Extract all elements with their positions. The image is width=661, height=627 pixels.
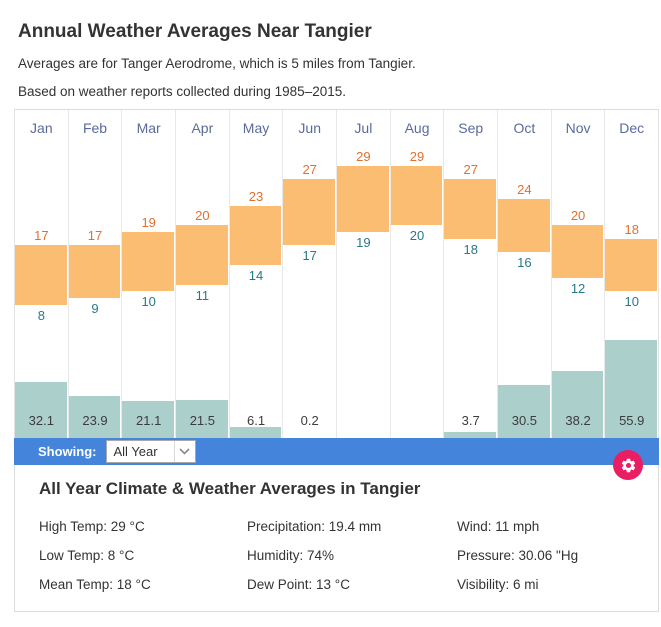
stat-mean-temp: Mean Temp: 18 °C: [39, 570, 247, 599]
chart-column-mar: Mar 19 10 21.1: [122, 110, 176, 438]
showing-label: Showing:: [38, 444, 97, 459]
page-title: Annual Weather Averages Near Tangier: [18, 21, 647, 43]
high-temp-value: 19: [122, 215, 175, 230]
chart-column-jun: Jun 27 17 0.2: [283, 110, 337, 438]
chart-column-jan: Jan 17 8 32.1: [15, 110, 69, 438]
precipitation-value: 6.1: [230, 413, 283, 428]
temp-range-bar: [230, 206, 282, 265]
stat-visibility: Visibility: 6 mi: [457, 570, 648, 599]
high-temp-value: 27: [444, 162, 497, 177]
low-temp-value: 11: [176, 288, 229, 303]
precipitation-value: 30.5: [498, 413, 551, 428]
precipitation-value: 32.1: [15, 413, 68, 428]
chart-column-jul: Jul 29 19: [337, 110, 391, 438]
month-label: Jul: [337, 110, 390, 136]
temp-range-bar: [552, 225, 604, 278]
precipitation-value: 55.9: [605, 413, 658, 428]
precipitation-value: 21.5: [176, 413, 229, 428]
temp-range-bar: [176, 225, 228, 284]
temp-range-bar: [69, 245, 121, 298]
low-temp-value: 17: [283, 248, 336, 263]
stat-wind: Wind: 11 mph: [457, 512, 648, 541]
precipitation-value: 21.1: [122, 413, 175, 428]
month-label: May: [230, 110, 283, 136]
gear-icon: [620, 457, 637, 474]
low-temp-value: 14: [230, 268, 283, 283]
low-temp-value: 10: [605, 294, 658, 309]
month-label: Oct: [498, 110, 551, 136]
month-label: Apr: [176, 110, 229, 136]
high-temp-value: 24: [498, 182, 551, 197]
temp-range-bar: [15, 245, 67, 304]
precipitation-value: 3.7: [444, 413, 497, 428]
temp-range-bar: [498, 199, 550, 252]
showing-toolbar: Showing: All Year: [14, 438, 659, 465]
month-label: Jun: [283, 110, 336, 136]
report-period-subtitle: Based on weather reports collected durin…: [18, 84, 647, 99]
high-temp-value: 18: [605, 222, 658, 237]
stat-high-temp: High Temp: 29 °C: [39, 512, 247, 541]
low-temp-value: 19: [337, 235, 390, 250]
stat-pressure: Pressure: 30.06 "Hg: [457, 541, 648, 570]
chart-column-feb: Feb 17 9 23.9: [69, 110, 123, 438]
period-select[interactable]: All Year: [106, 440, 196, 463]
summary-panel: All Year Climate & Weather Averages in T…: [14, 465, 659, 612]
low-temp-value: 16: [498, 255, 551, 270]
climate-widget: Jan 17 8 32.1 Feb 17 9 23.9 Mar 19 10 21.1 Apr 20 11 21…: [14, 109, 659, 612]
chevron-down-icon: [174, 441, 195, 462]
high-temp-value: 29: [391, 149, 444, 164]
high-temp-value: 23: [230, 189, 283, 204]
month-label: Sep: [444, 110, 497, 136]
period-select-value: All Year: [107, 444, 174, 459]
chart-column-may: May 23 14 6.1: [230, 110, 284, 438]
low-temp-value: 20: [391, 228, 444, 243]
chart-column-apr: Apr 20 11 21.5: [176, 110, 230, 438]
page-header: Annual Weather Averages Near Tangier Ave…: [14, 21, 647, 99]
chart-column-nov: Nov 20 12 38.2: [552, 110, 606, 438]
high-temp-value: 27: [283, 162, 336, 177]
precipitation-value: 0.2: [283, 413, 336, 428]
precipitation-bar: [230, 427, 282, 438]
precipitation-bar: [15, 382, 67, 438]
chart-column-dec: Dec 18 10 55.9: [605, 110, 658, 438]
high-temp-value: 17: [15, 228, 68, 243]
chart-column-oct: Oct 24 16 30.5: [498, 110, 552, 438]
chart-column-sep: Sep 27 18 3.7: [444, 110, 498, 438]
high-temp-value: 20: [176, 208, 229, 223]
precipitation-bar: [498, 385, 550, 438]
month-label: Jan: [15, 110, 68, 136]
temp-range-bar: [444, 179, 496, 238]
temp-range-bar: [122, 232, 174, 291]
precipitation-value: 23.9: [69, 413, 122, 428]
station-subtitle: Averages are for Tanger Aerodrome, which…: [18, 56, 647, 71]
temp-range-bar: [283, 179, 335, 245]
stat-dew-point: Dew Point: 13 °C: [247, 570, 457, 599]
month-label: Dec: [605, 110, 658, 136]
temp-range-bar: [337, 166, 389, 232]
low-temp-value: 18: [444, 242, 497, 257]
month-label: Mar: [122, 110, 175, 136]
low-temp-value: 12: [552, 281, 605, 296]
low-temp-value: 10: [122, 294, 175, 309]
annual-weather-chart: Jan 17 8 32.1 Feb 17 9 23.9 Mar 19 10 21.1 Apr 20 11 21…: [14, 109, 659, 438]
low-temp-value: 9: [69, 301, 122, 316]
month-label: Aug: [391, 110, 444, 136]
stat-low-temp: Low Temp: 8 °C: [39, 541, 247, 570]
temp-range-bar: [391, 166, 443, 225]
high-temp-value: 29: [337, 149, 390, 164]
month-label: Feb: [69, 110, 122, 136]
high-temp-value: 20: [552, 208, 605, 223]
temp-range-bar: [605, 239, 657, 292]
high-temp-value: 17: [69, 228, 122, 243]
settings-button[interactable]: [613, 450, 643, 480]
precipitation-value: 38.2: [552, 413, 605, 428]
month-label: Nov: [552, 110, 605, 136]
summary-title: All Year Climate & Weather Averages in T…: [39, 479, 648, 499]
stat-humidity: Humidity: 74%: [247, 541, 457, 570]
low-temp-value: 8: [15, 308, 68, 323]
stat-precipitation: Precipitation: 19.4 mm: [247, 512, 457, 541]
chart-column-aug: Aug 29 20: [391, 110, 445, 438]
